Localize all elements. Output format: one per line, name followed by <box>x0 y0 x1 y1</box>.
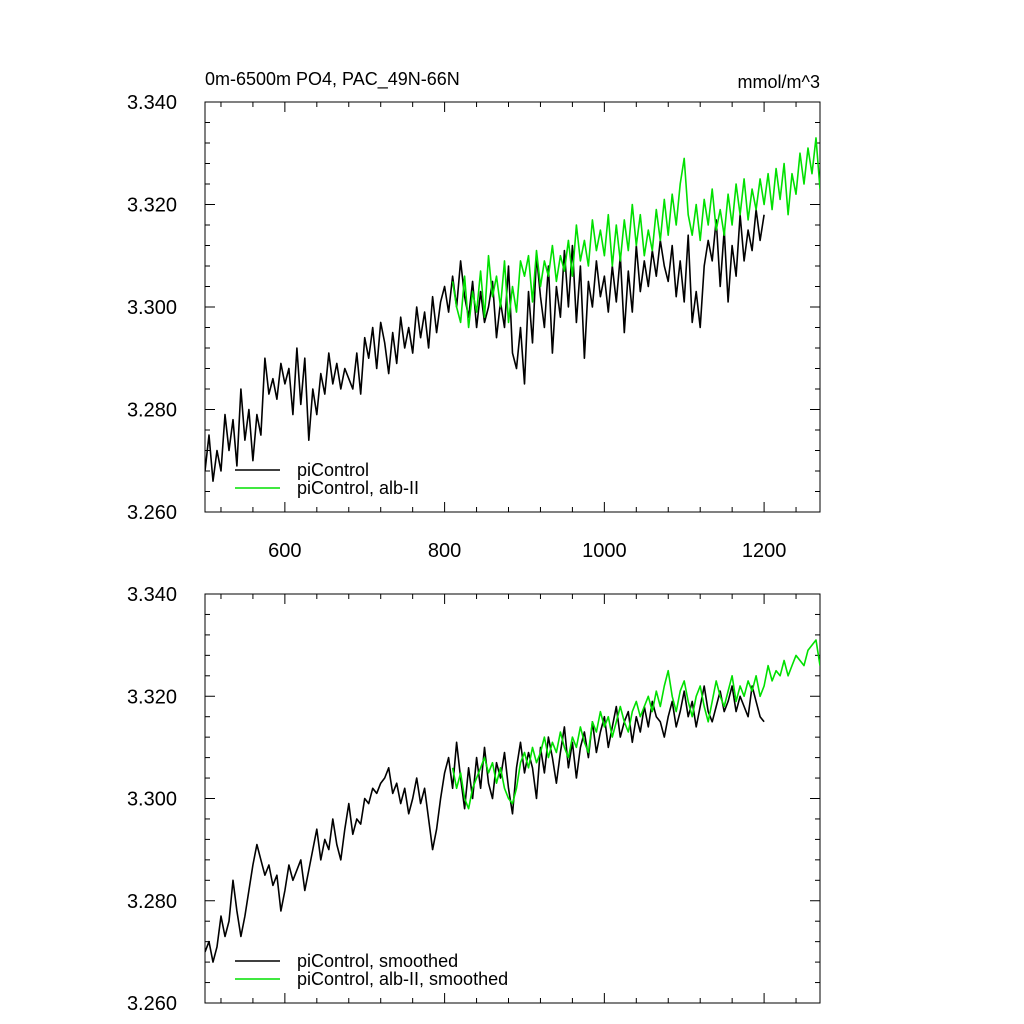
series-line-picontrol <box>205 685 765 963</box>
y-tick-label: 3.340 <box>127 92 177 114</box>
y-tick-label: 3.320 <box>127 686 177 708</box>
x-tick-label: 1200 <box>742 540 787 562</box>
y-tick-label: 3.300 <box>127 297 177 319</box>
y-tick-label: 3.320 <box>127 195 177 217</box>
y-tick-label: 3.260 <box>127 502 177 524</box>
chart-title: 0m-6500m PO4, PAC_49N-66N <box>205 69 460 90</box>
y-tick-label: 3.340 <box>127 584 177 606</box>
bottom-panel: 3.260 3.280 3.300 3.320 3.340 piControl, smoo… <box>127 584 821 1015</box>
series-line-picontrol <box>205 208 765 483</box>
y-tick-label: 3.280 <box>127 891 177 913</box>
y-tick-label: 3.260 <box>127 993 177 1015</box>
legend-label: piControl, alb-II, smoothed <box>297 969 508 989</box>
series-line-alb-ii <box>451 639 820 810</box>
x-tick-label: 1000 <box>582 540 627 562</box>
y-tick-label: 3.300 <box>127 789 177 811</box>
units-label: mmol/m^3 <box>738 72 820 92</box>
y-tick-label: 3.280 <box>127 400 177 422</box>
legend-label: piControl, alb-II <box>297 478 419 498</box>
x-tick-label: 600 <box>268 540 301 562</box>
legend-label: piControl, smoothed <box>297 951 458 971</box>
series-line-alb-ii <box>451 137 820 329</box>
legend-label: piControl <box>297 460 369 480</box>
x-tick-label: 800 <box>428 540 461 562</box>
top-panel: 3.260 3.280 3.300 3.320 3.340 600 800 1000 1200 0… <box>127 69 821 562</box>
